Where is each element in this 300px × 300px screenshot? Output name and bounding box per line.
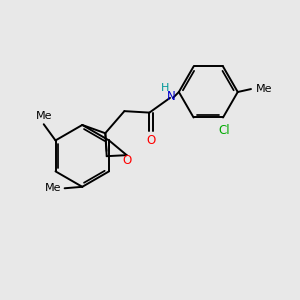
Text: Cl: Cl [219,124,230,137]
Text: Me: Me [255,84,272,94]
Text: O: O [122,154,131,167]
Text: Me: Me [35,111,52,121]
Text: O: O [146,134,155,147]
Text: N: N [167,90,176,103]
Text: H: H [160,82,169,93]
Text: Me: Me [45,183,61,193]
